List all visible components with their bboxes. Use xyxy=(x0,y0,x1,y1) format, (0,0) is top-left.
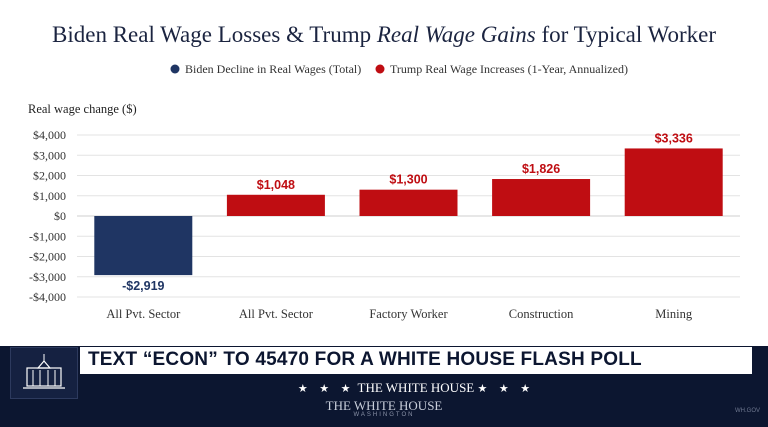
bar xyxy=(492,179,591,216)
category-labels: All Pvt. Sector All Pvt. Sector Factory Wo… xyxy=(106,307,693,321)
y-tick-label: $0 xyxy=(54,209,66,223)
org-strip: ★ ★ ★ THE WHITE HOUSE ★ ★ ★ xyxy=(80,377,752,398)
bar xyxy=(624,148,723,216)
category-label: All Pvt. Sector xyxy=(239,307,314,321)
y-tick-label: -$1,000 xyxy=(29,229,66,243)
bars xyxy=(94,148,723,276)
y-tick-label: $1,000 xyxy=(33,189,66,203)
category-label: Factory Worker xyxy=(369,307,448,321)
chart-title: Biden Real Wage Losses & Trump Real Wage… xyxy=(52,22,716,47)
chart-title-emphasis: Real Wage Gains xyxy=(376,22,536,47)
data-label: $3,336 xyxy=(655,131,693,145)
bar xyxy=(359,189,458,216)
y-tick-label: $2,000 xyxy=(33,169,66,183)
data-label: -$2,919 xyxy=(122,279,164,293)
y-tick-label: $3,000 xyxy=(33,148,66,162)
legend-label-trump: Trump Real Wage Increases (1-Year, Annua… xyxy=(390,62,628,76)
data-label: $1,300 xyxy=(389,173,427,187)
org-location: WASHINGTON xyxy=(353,412,415,418)
flash-poll-ticker: TEXT “ECON” TO 45470 FOR A WHITE HOUSE F… xyxy=(80,347,752,374)
org-name: THE WHITE HOUSE xyxy=(357,380,475,395)
legend-label-biden: Biden Decline in Real Wages (Total) xyxy=(185,62,361,76)
y-tick-label: -$2,000 xyxy=(29,250,66,264)
bar xyxy=(226,194,325,216)
data-label: $1,048 xyxy=(257,178,295,192)
chart-title-suffix: for Typical Worker xyxy=(536,22,717,47)
org-subtitle: THE WHITE HOUSE xyxy=(325,398,443,413)
ticker-text: TEXT “ECON” TO 45470 FOR A WHITE HOUSE F… xyxy=(88,349,642,370)
legend-swatch-biden xyxy=(170,64,180,74)
y-tick-label: -$4,000 xyxy=(29,290,66,304)
y-tick-label: -$3,000 xyxy=(29,270,66,284)
category-label: All Pvt. Sector xyxy=(106,307,181,321)
corner-watermark: WH.GOV xyxy=(735,408,760,414)
legend: Biden Decline in Real Wages (Total) Trum… xyxy=(170,62,628,76)
stars-right-icon: ★ ★ ★ xyxy=(477,382,535,395)
data-label: $1,826 xyxy=(522,162,560,176)
white-house-logo-icon xyxy=(10,347,78,399)
bar xyxy=(94,216,193,276)
y-axis-label: Real wage change ($) xyxy=(28,102,137,116)
bar-chart: Biden Real Wage Losses & Trump Real Wage… xyxy=(28,22,740,321)
stars-left-icon: ★ ★ ★ xyxy=(297,382,355,395)
y-tick-label: $4,000 xyxy=(33,128,66,142)
legend-swatch-trump xyxy=(375,64,385,74)
category-label: Mining xyxy=(655,307,693,321)
chart-title-prefix: Biden Real Wage Losses & Trump xyxy=(52,22,377,47)
data-labels: -$2,919 $1,048 $1,300 $1,826 $3,336 xyxy=(122,131,693,293)
category-label: Construction xyxy=(509,307,574,321)
y-tick-labels: $4,000 $3,000 $2,000 $1,000 $0 -$1,000 -$2,000… xyxy=(29,128,66,304)
